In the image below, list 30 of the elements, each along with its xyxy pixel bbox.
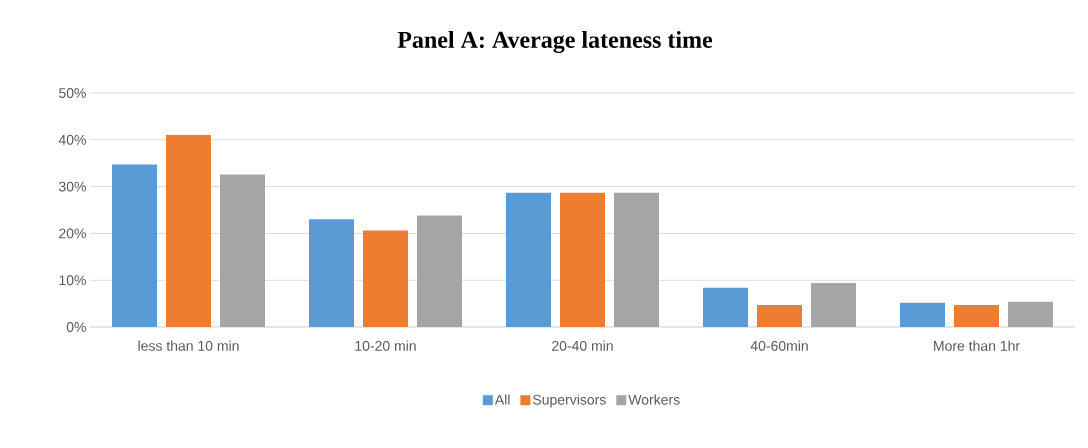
y-tick-label: 40%: [58, 134, 86, 145]
y-tick-label: 20%: [59, 228, 86, 239]
y-tick-label: 0%: [66, 322, 86, 332]
x-tick-label: less than 10 min: [138, 340, 239, 351]
x-tick-label: 10-20 min: [355, 340, 416, 351]
x-tick-label: 40-60min: [750, 340, 808, 351]
y-tick-label: 10%: [59, 275, 86, 286]
bar: [220, 174, 265, 327]
legend-label: Workers: [628, 394, 680, 405]
bar: [363, 230, 408, 327]
bar: [112, 164, 157, 327]
legend-label: All: [494, 394, 510, 405]
bar: [703, 287, 748, 327]
bar: [506, 192, 551, 327]
bar: [811, 283, 856, 327]
bar: [614, 192, 659, 327]
bar: [900, 302, 945, 327]
x-tick-label: More than 1hr: [934, 340, 1020, 351]
bar: [417, 215, 462, 327]
x-tick-label: 20-40 min: [552, 340, 613, 351]
bar: [954, 305, 999, 327]
bar: [757, 305, 802, 327]
bar: [1008, 301, 1053, 327]
bar: [166, 134, 211, 327]
bar: [560, 192, 605, 327]
chart-title: Panel A: Average lateness time: [397, 31, 713, 53]
legend-label: Supervisors: [533, 394, 606, 408]
y-tick-label: 50%: [59, 88, 86, 98]
y-tick-label: 30%: [58, 181, 86, 192]
bar: [309, 219, 354, 327]
